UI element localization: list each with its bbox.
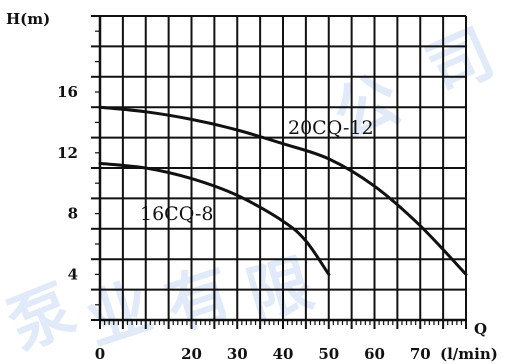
y-tick-label: 8	[68, 205, 78, 223]
series-label: 16CQ-8	[140, 203, 214, 225]
x-tick-label: 50	[318, 345, 339, 363]
y-tick-label: 16	[57, 83, 78, 101]
y-tick-label: 4	[68, 265, 78, 283]
grid	[99, 15, 467, 321]
x-axis-unit: (l/min)	[440, 345, 498, 363]
x-tick-label: 30	[227, 345, 248, 363]
x-axis-title: Q	[474, 320, 487, 338]
x-tick-label: 70	[410, 345, 431, 363]
x-tick-label: 20	[181, 345, 202, 363]
watermark-char: 泵	[0, 272, 85, 364]
series-label: 20CQ-12	[288, 117, 374, 139]
x-tick-label: 40	[273, 345, 294, 363]
y-axis-title: H(m)	[6, 10, 50, 28]
x-tick-label: 0	[95, 345, 105, 363]
series	[98, 105, 468, 276]
x-tick-label: 60	[364, 345, 385, 363]
watermark: 泵业有限公司	[0, 16, 505, 364]
series-line-16cq-8	[98, 161, 331, 276]
axes: 0 20 30 40 50 60 70 4 8 12 16	[57, 15, 467, 363]
labels: H(m) Q (l/min) 20CQ-12 16CQ-8	[6, 10, 498, 363]
watermark-char: 有	[157, 255, 241, 345]
y-tick-label: 12	[57, 144, 78, 162]
series-line-20cq-12	[98, 105, 468, 276]
watermark-char: 司	[416, 16, 505, 110]
watermark-char: 业	[77, 270, 161, 360]
